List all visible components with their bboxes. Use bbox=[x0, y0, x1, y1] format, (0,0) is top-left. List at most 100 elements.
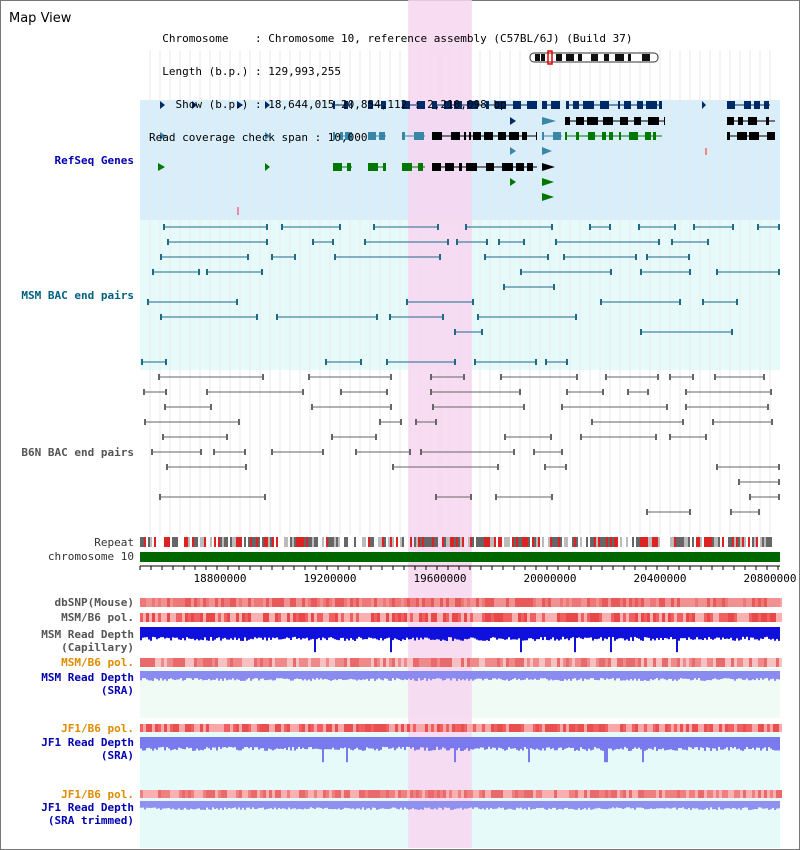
read-depth-bar bbox=[288, 671, 290, 680]
polymorphism-cell bbox=[239, 598, 242, 607]
polymorphism-cell bbox=[686, 790, 689, 798]
polymorphism-cell bbox=[647, 658, 650, 667]
b6n-bac-pair-end bbox=[689, 509, 691, 515]
msm-bac-pair-end bbox=[731, 329, 733, 335]
read-depth-bar bbox=[260, 737, 262, 749]
repeat-element bbox=[262, 537, 264, 547]
polymorphism-cell bbox=[446, 724, 449, 732]
track-label-b6n-bac[interactable]: B6N BAC end pairs bbox=[21, 446, 134, 459]
polymorphism-cell bbox=[356, 598, 359, 607]
read-depth-bar bbox=[196, 737, 198, 749]
read-depth-bar bbox=[432, 671, 434, 679]
b6n-bac-pair-end bbox=[749, 494, 751, 500]
polymorphism-cell bbox=[383, 598, 386, 607]
read-depth-bar bbox=[472, 801, 474, 809]
polymorphism-cell bbox=[275, 790, 278, 798]
polymorphism-cell bbox=[212, 613, 215, 622]
polymorphism-cell bbox=[275, 613, 278, 622]
polymorphism-cell bbox=[386, 613, 389, 622]
read-depth-bar bbox=[228, 737, 230, 747]
read-depth-bar bbox=[316, 671, 318, 679]
read-depth-bar bbox=[762, 801, 764, 809]
read-depth-bar bbox=[628, 737, 630, 751]
polymorphism-cell bbox=[437, 790, 440, 798]
read-depth-bar bbox=[612, 627, 614, 638]
read-depth-bar bbox=[478, 671, 480, 679]
read-depth-bar bbox=[294, 737, 296, 751]
read-depth-bar bbox=[420, 627, 422, 638]
polymorphism-cell bbox=[260, 613, 263, 622]
read-depth-bar bbox=[190, 671, 192, 679]
polymorphism-cell bbox=[236, 658, 239, 667]
axis-tick-label: 20800000 bbox=[743, 572, 797, 585]
polymorphism-cell bbox=[419, 790, 422, 798]
read-depth-bar bbox=[656, 627, 658, 639]
polymorphism-cell bbox=[200, 658, 203, 667]
read-depth-bar bbox=[678, 627, 680, 641]
read-depth-bar bbox=[524, 627, 526, 641]
polymorphism-cell bbox=[761, 613, 764, 622]
polymorphism-cell bbox=[203, 613, 206, 622]
read-depth-bar bbox=[240, 671, 242, 681]
read-depth-bar bbox=[514, 627, 516, 640]
polymorphism-cell bbox=[155, 790, 158, 798]
read-depth-bar bbox=[384, 671, 386, 679]
read-depth-bar bbox=[450, 801, 452, 810]
read-depth-bar bbox=[714, 737, 716, 749]
read-depth-bar bbox=[738, 801, 740, 809]
polymorphism-cell bbox=[734, 613, 737, 622]
msm-bac-pair-end bbox=[693, 224, 695, 230]
read-depth-bar bbox=[334, 627, 336, 640]
polymorphism-cell bbox=[752, 658, 755, 667]
polymorphism-cell bbox=[401, 724, 404, 732]
read-depth-bar bbox=[638, 627, 640, 639]
read-depth-bar bbox=[292, 671, 294, 681]
polymorphism-cell bbox=[326, 598, 329, 607]
polymorphism-cell bbox=[413, 658, 416, 667]
read-depth-bar bbox=[200, 627, 202, 640]
refseq-gene-exon bbox=[620, 117, 628, 125]
refseq-gene-exon bbox=[454, 101, 462, 109]
polymorphism-cell bbox=[407, 724, 410, 732]
polymorphism-cell bbox=[182, 790, 185, 798]
read-depth-bar bbox=[260, 671, 262, 679]
read-depth-bar bbox=[642, 737, 644, 763]
polymorphism-cell bbox=[167, 598, 170, 607]
msm-bac-pair-end bbox=[312, 239, 314, 245]
ideogram-band bbox=[615, 54, 624, 61]
polymorphism-cell bbox=[350, 724, 353, 732]
read-depth-bar bbox=[602, 671, 604, 679]
repeat-element bbox=[692, 537, 694, 547]
read-depth-bar bbox=[180, 627, 182, 640]
polymorphism-cell bbox=[308, 658, 311, 667]
polymorphism-cell bbox=[329, 598, 332, 607]
track-label-msm-bac[interactable]: MSM BAC end pairs bbox=[21, 289, 134, 302]
polymorphism-cell bbox=[329, 724, 332, 732]
b6n-bac-pair-end bbox=[435, 419, 437, 425]
polymorphism-cell bbox=[155, 598, 158, 607]
polymorphism-cell bbox=[218, 724, 221, 732]
polymorphism-cell bbox=[179, 658, 182, 667]
msm-bac-pair-end bbox=[266, 224, 268, 230]
polymorphism-cell bbox=[230, 724, 233, 732]
read-depth-bar bbox=[690, 801, 692, 810]
read-depth-bar bbox=[246, 801, 248, 808]
b6n-bac-pair-end bbox=[716, 464, 718, 470]
read-depth-bar bbox=[230, 801, 232, 809]
read-depth-bar bbox=[156, 671, 158, 680]
polymorphism-cell bbox=[689, 790, 692, 798]
read-depth-bar bbox=[244, 627, 246, 638]
read-depth-bar bbox=[362, 801, 364, 808]
polymorphism-cell bbox=[353, 658, 356, 667]
polymorphism-cell bbox=[404, 613, 407, 622]
read-depth-bar bbox=[488, 737, 490, 747]
track-label-refseq-genes[interactable]: RefSeq Genes bbox=[54, 154, 134, 167]
polymorphism-cell bbox=[389, 598, 392, 607]
polymorphism-cell bbox=[746, 658, 749, 667]
read-depth-bar bbox=[430, 801, 432, 810]
repeat-element bbox=[490, 537, 492, 547]
polymorphism-cell bbox=[608, 613, 611, 622]
polymorphism-cell bbox=[767, 598, 770, 607]
polymorphism-cell bbox=[458, 724, 461, 732]
